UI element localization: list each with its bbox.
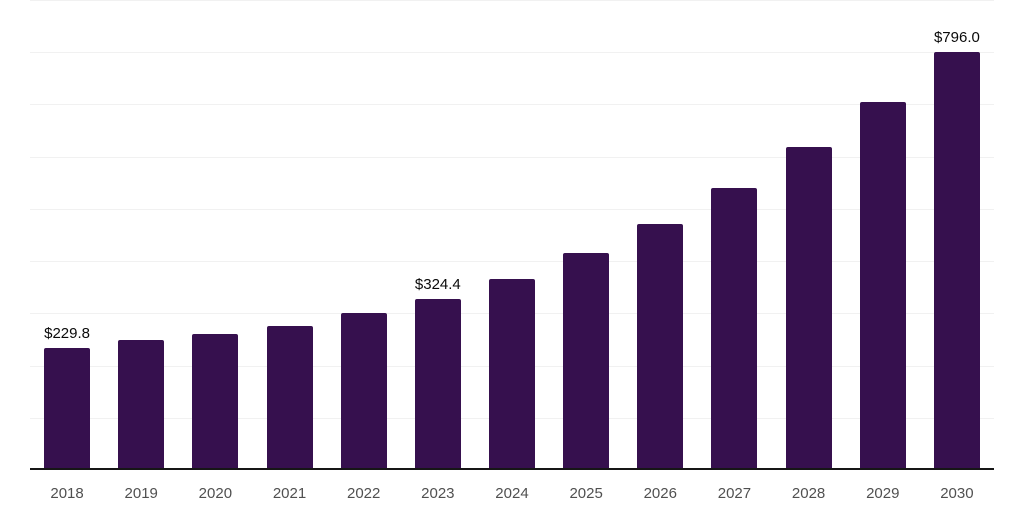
x-tick-label-2028: 2028 (791, 485, 826, 502)
bar-slot-2025 (549, 0, 623, 468)
bar-slot-2024 (475, 0, 549, 468)
x-tick-label-2025: 2025 (569, 485, 603, 502)
bar-2025 (563, 253, 610, 468)
value-label-2030: $796.0 (933, 29, 980, 47)
bar-slot-2019 (104, 0, 178, 468)
bar-2022 (340, 313, 387, 468)
x-tick-label-2021: 2021 (272, 485, 307, 502)
bar-2027 (711, 187, 758, 468)
bar-2021 (266, 326, 313, 468)
gridline-400 (30, 261, 994, 263)
x-tick-label-2020: 2020 (198, 485, 233, 502)
bar-2023 (414, 298, 461, 468)
bar-slot-2026 (623, 0, 697, 468)
x-axis: 2018 2019 2020 2021 2022 2023 2024 2025 2026 2027… (30, 472, 994, 512)
bar-2029 (859, 102, 906, 468)
bar-2018 (44, 348, 91, 468)
bar-slot-2027 (697, 0, 771, 468)
gridline-900 (30, 0, 994, 1)
x-tick-label-2027: 2027 (717, 485, 752, 502)
value-label-2018: $229.8 (44, 325, 91, 342)
bar-slot-2023: $324.4 (401, 0, 475, 468)
x-tick-label-2029: 2029 (866, 485, 900, 502)
x-tick-label-2024: 2024 (495, 485, 529, 502)
x-tick-label-2019: 2019 (124, 485, 158, 502)
bar-slot-2021 (252, 0, 326, 468)
gridline-500 (30, 208, 994, 210)
x-tick-label-2023: 2023 (421, 485, 455, 502)
bar-slot-2020 (178, 0, 252, 468)
bar-2028 (785, 147, 832, 468)
bar-2019 (118, 339, 165, 468)
gridline-700 (30, 104, 994, 106)
bar-slot-2018: $229.8 (30, 0, 104, 468)
bar-slot-2029 (846, 0, 920, 468)
gridline-600 (30, 156, 994, 158)
x-tick-label-2030: 2030 (940, 485, 974, 502)
bar-slot-2022 (327, 0, 401, 468)
plot-area: $229.8 $324.4 $796.0 (30, 0, 994, 470)
gridline-800 (30, 52, 994, 54)
bar-2024 (488, 279, 535, 468)
bar-2030 (933, 52, 980, 468)
bar-slot-2028 (772, 0, 846, 468)
bar-2026 (637, 223, 684, 468)
bar-slot-2030: $796.0 (920, 0, 994, 468)
bar-2020 (192, 333, 239, 468)
value-label-2023: $324.4 (414, 275, 461, 293)
x-tick-label-2018: 2018 (50, 485, 84, 502)
x-tick-label-2022: 2022 (346, 485, 381, 502)
x-tick-label-2026: 2026 (643, 485, 677, 502)
